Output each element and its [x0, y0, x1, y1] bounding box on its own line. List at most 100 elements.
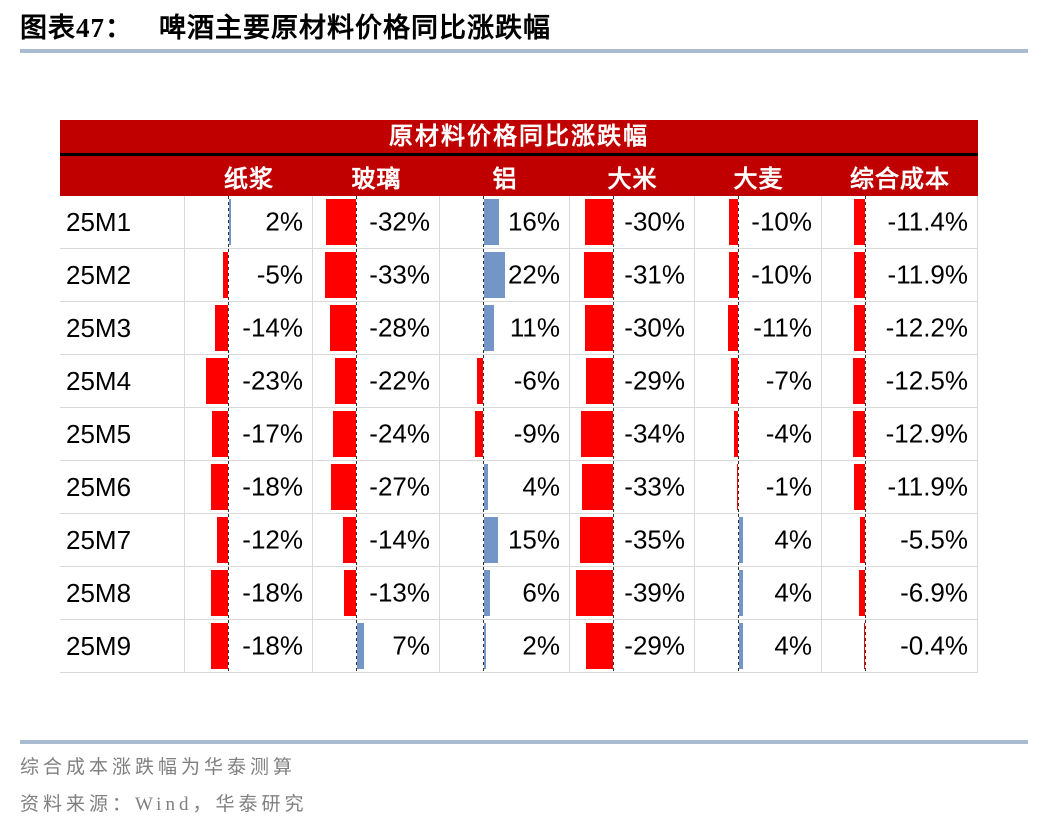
cell-value: -9%: [513, 418, 560, 449]
zero-axis-line: [613, 620, 614, 672]
bar-cell: -17%: [185, 408, 313, 460]
cell-value: -23%: [242, 365, 303, 396]
bar-cell: 6%: [440, 567, 570, 619]
column-header-5: 大麦: [733, 166, 784, 193]
data-bar: [853, 305, 865, 351]
bar-cell: 2%: [440, 620, 570, 672]
cell-value: -18%: [242, 577, 303, 608]
bar-cell: 15%: [440, 514, 570, 566]
cell-value: 22%: [507, 259, 560, 290]
data-bar: [864, 623, 865, 669]
figure-title: 图表47： 啤酒主要原材料价格同比涨跌幅: [20, 6, 551, 45]
column-header-4: 大米: [607, 166, 658, 193]
table-row: 25M5 -17% -24% -9% -34% -4% -12.9%: [60, 408, 978, 461]
zero-axis-line: [738, 514, 739, 566]
zero-axis-line: [228, 408, 229, 460]
data-bar: [731, 358, 738, 404]
data-bar: [474, 411, 483, 457]
bar-cell: -39%: [570, 567, 695, 619]
data-bar: [858, 570, 865, 616]
cell-value: 15%: [507, 524, 560, 555]
zero-axis-line: [738, 196, 739, 248]
zero-axis-line: [613, 249, 614, 301]
cell-value: 4%: [522, 471, 560, 502]
zero-axis-line: [228, 620, 229, 672]
cell-value: 11%: [509, 312, 560, 343]
data-bar: [728, 199, 738, 245]
data-bar: [484, 623, 486, 669]
data-bar: [229, 199, 231, 245]
zero-axis-line: [613, 355, 614, 407]
zero-axis-line: [356, 567, 357, 619]
table-row: 25M9 -18% 7% 2% -29% 4% -0.4%: [60, 620, 978, 673]
bar-cell: -34%: [570, 408, 695, 460]
data-bar: [854, 199, 865, 245]
data-bar: [585, 358, 613, 404]
data-bar: [211, 570, 228, 616]
bar-cell: 22%: [440, 249, 570, 301]
table-row: 25M8 -18% -13% 6% -39% 4% -6.9%: [60, 567, 978, 620]
bar-cell: -14%: [313, 514, 440, 566]
data-bar: [212, 411, 228, 457]
zero-axis-line: [483, 408, 484, 460]
bar-cell: -18%: [185, 567, 313, 619]
cell-value: -33%: [369, 259, 430, 290]
data-bar: [214, 305, 228, 351]
cell-value: -12.2%: [885, 312, 968, 343]
zero-axis-line: [738, 567, 739, 619]
cell-value: -18%: [242, 471, 303, 502]
data-bar: [335, 358, 356, 404]
bar-cell: -9%: [440, 408, 570, 460]
data-bar: [484, 252, 505, 298]
cell-value: -10%: [751, 206, 812, 237]
zero-axis-line: [738, 302, 739, 354]
zero-axis-line: [738, 355, 739, 407]
cell-value: -12.9%: [885, 418, 968, 449]
data-bar: [853, 358, 865, 404]
data-bar: [342, 517, 356, 563]
zero-axis-line: [356, 302, 357, 354]
cell-value: -31%: [624, 259, 685, 290]
cell-value: -24%: [369, 418, 430, 449]
data-bar: [216, 517, 228, 563]
data-bar: [576, 570, 613, 616]
bar-cell: -5.5%: [822, 514, 978, 566]
table-row: 25M1 2% -32% 16% -30% -10% -11.4%: [60, 196, 978, 249]
zero-axis-line: [356, 620, 357, 672]
data-bar: [727, 305, 738, 351]
bar-cell: -10%: [695, 249, 822, 301]
zero-axis-line: [356, 249, 357, 301]
data-bar: [853, 464, 865, 510]
row-label: 25M8: [60, 567, 185, 619]
cell-value: -4%: [765, 418, 812, 449]
cell-value: -12%: [242, 524, 303, 555]
bar-cell: -33%: [313, 249, 440, 301]
bar-cell: 11%: [440, 302, 570, 354]
row-label: 25M7: [60, 514, 185, 566]
bar-cell: -18%: [185, 461, 313, 513]
data-bar: [329, 305, 356, 351]
data-bar: [484, 517, 499, 563]
cell-value: -5.5%: [900, 524, 968, 555]
cell-value: 4%: [774, 577, 812, 608]
data-bar: [581, 411, 613, 457]
data-bar: [737, 464, 738, 510]
cell-value: 2%: [265, 206, 303, 237]
bar-cell: -29%: [570, 620, 695, 672]
data-bar: [343, 570, 356, 616]
cell-value: -22%: [369, 365, 430, 396]
bar-cell: -30%: [570, 196, 695, 248]
data-bar: [484, 570, 490, 616]
cell-value: -30%: [624, 206, 685, 237]
figure-number-label: 图表47：: [20, 13, 133, 43]
bar-cell: -12.5%: [822, 355, 978, 407]
zero-axis-line: [613, 408, 614, 460]
column-header-row: 纸浆 玻璃 铝 大米 大麦 综合成本: [60, 156, 978, 196]
cell-value: -28%: [369, 312, 430, 343]
cell-value: 4%: [774, 630, 812, 661]
cell-value: -14%: [369, 524, 430, 555]
zero-axis-line: [356, 355, 357, 407]
bar-cell: -27%: [313, 461, 440, 513]
data-bar: [211, 464, 228, 510]
bar-cell: 16%: [440, 196, 570, 248]
